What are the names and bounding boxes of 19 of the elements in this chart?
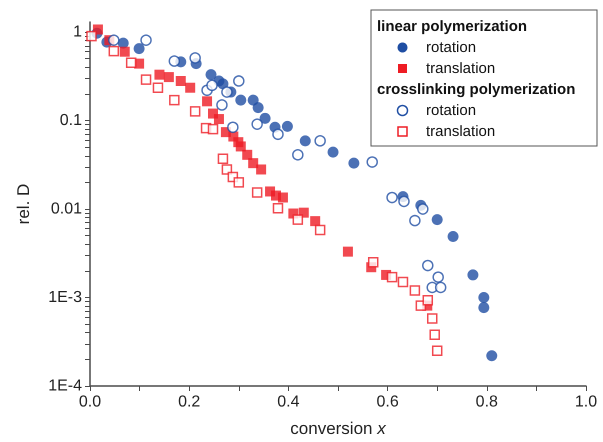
legend-label: rotation xyxy=(426,102,476,119)
y-tick-label: 1E-3 xyxy=(48,289,82,306)
legend-label: translation xyxy=(426,60,496,77)
x-tick-label: 0.8 xyxy=(476,394,498,410)
x-tick-label: 0.4 xyxy=(277,394,300,410)
annotation: linear polymerization xyxy=(377,18,528,35)
y-tick-label: 1E-4 xyxy=(48,378,82,394)
legend-label: translation xyxy=(426,123,496,140)
x-tick-label: 1.0 xyxy=(574,394,598,410)
x-tick-label: 0.6 xyxy=(376,394,399,410)
x-tick-label: 0.0 xyxy=(78,394,102,410)
annotation: crosslinking polymerization xyxy=(377,81,576,98)
y-tick-label: 0.1 xyxy=(60,112,82,130)
x-tick-label: 0.2 xyxy=(178,394,200,410)
x-axis-title: conversion x xyxy=(290,419,386,438)
y-axis-title: rel. D xyxy=(14,184,33,224)
legend-label: rotation xyxy=(426,39,476,56)
y-tick-label: 1 xyxy=(73,24,82,41)
y-tick-label: 0.01 xyxy=(50,200,82,218)
